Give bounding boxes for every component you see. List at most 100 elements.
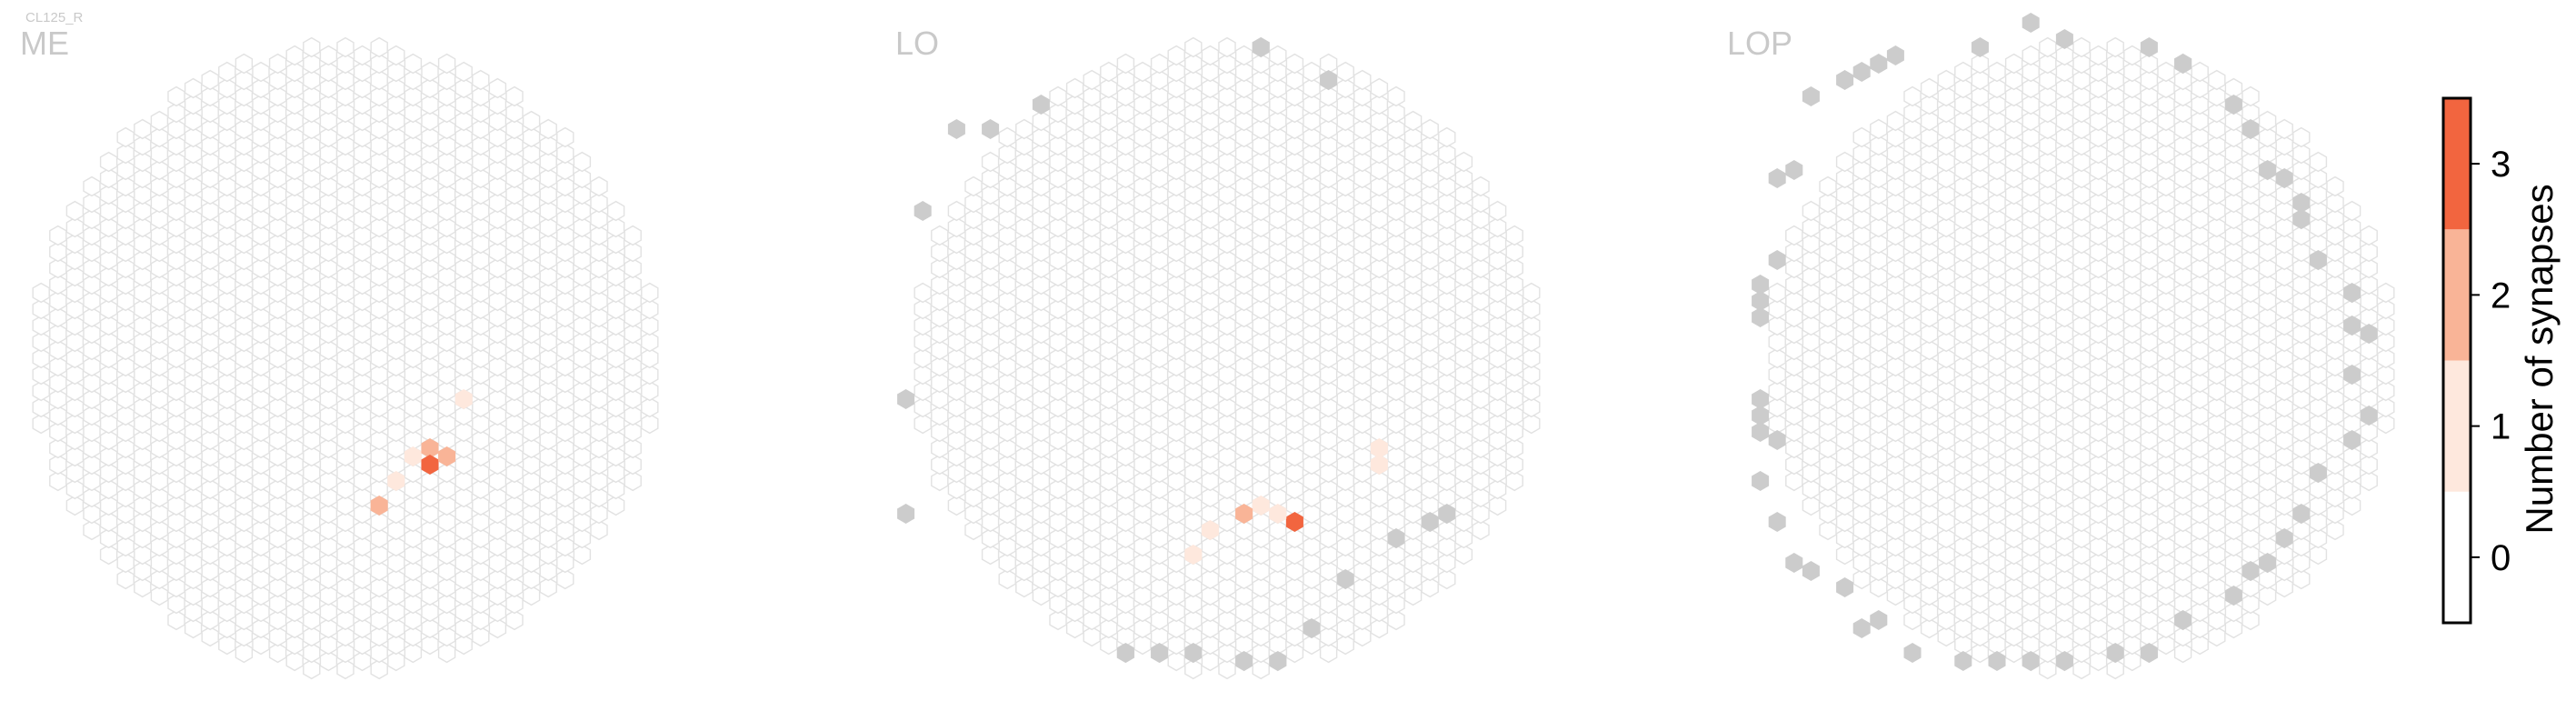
hex-cell: [1454, 544, 1473, 566]
hex-cell: [1802, 200, 1821, 222]
hex-cell: [1472, 175, 1490, 197]
hex-cell: [1438, 126, 1456, 148]
hex-cell-outside: [2309, 250, 2327, 270]
hex-cell: [1234, 45, 1253, 66]
hex-cell: [1488, 495, 1507, 516]
hex-cell: [1505, 437, 1523, 459]
hex-grid-lop: [1752, 13, 2395, 680]
hex-cell-outside: [1768, 430, 1786, 450]
hex-cell: [2242, 609, 2260, 631]
hex-cell: [134, 118, 152, 140]
hex-cell: [1819, 175, 1837, 197]
hex-cell: [2326, 192, 2344, 214]
hex-cell-outside: [1836, 577, 1854, 597]
hex-cell: [2360, 257, 2378, 279]
hex-cell: [1218, 36, 1236, 58]
hex-cell: [1523, 282, 1541, 304]
hex-cell-synapse: [438, 446, 456, 466]
hex-cell-synapse: [421, 455, 439, 475]
hex-cell: [1505, 274, 1523, 295]
hex-cell: [2292, 568, 2311, 590]
hex-cell: [1269, 45, 1287, 66]
hex-cell: [641, 380, 659, 402]
hex-cell: [1201, 45, 1220, 66]
hex-cell-outside: [1184, 643, 1203, 663]
hex-cell: [303, 36, 321, 58]
hex-cell: [1049, 85, 1067, 107]
hex-cell-outside: [947, 119, 965, 139]
hex-cell: [641, 364, 659, 386]
hex-cell: [472, 69, 490, 91]
hex-grid-me: [32, 36, 659, 680]
hex-cell-outside: [1032, 95, 1050, 115]
hex-cell-outside: [1886, 45, 1904, 65]
hex-cell: [2309, 151, 2328, 173]
hex-cell: [2326, 175, 2344, 197]
hex-cell: [1505, 241, 1523, 263]
panel-title-lo: LO: [895, 25, 939, 62]
hex-cell-outside: [1903, 643, 1922, 663]
hex-cell: [1472, 192, 1490, 214]
hex-cell: [2377, 315, 2395, 336]
hex-cell-outside: [1852, 62, 1871, 82]
hex-cell: [1937, 69, 1955, 91]
hex-cell: [1454, 151, 1473, 173]
hex-cell: [1505, 454, 1523, 476]
hex-cell-outside: [1768, 168, 1786, 188]
hex-cell-outside: [1802, 86, 1820, 106]
hex-cell-outside: [2292, 209, 2311, 229]
hex-cell: [2292, 143, 2311, 165]
hex-cell-outside: [1768, 512, 1786, 532]
hex-cell-synapse: [1252, 496, 1270, 516]
hex-cell-outside: [897, 504, 915, 524]
hex-cell: [1523, 396, 1541, 418]
hex-cell: [319, 45, 338, 66]
hex-cell-outside: [2140, 37, 2158, 57]
hex-grid-lo: [897, 36, 1541, 680]
hex-cell: [556, 143, 574, 165]
hex-cell: [556, 568, 574, 590]
hex-cell-outside: [1870, 610, 1888, 630]
hex-cell: [2004, 53, 2023, 75]
hex-cell: [1472, 519, 1490, 541]
hex-cell: [1167, 45, 1185, 66]
colorbar-segment: [2443, 491, 2471, 623]
hex-cell: [505, 609, 524, 631]
hex-cell: [2377, 396, 2395, 418]
hex-cell-outside: [2022, 651, 2040, 671]
hex-cell-outside: [1785, 553, 1803, 573]
hex-cell: [1336, 61, 1354, 83]
hex-cell: [2377, 380, 2395, 402]
hex-cell-outside: [1971, 37, 1989, 57]
hex-cell: [2292, 126, 2311, 148]
hex-cell-outside: [2259, 160, 2277, 180]
hex-cell-outside: [2360, 324, 2378, 344]
hex-cell-outside: [2343, 283, 2361, 303]
hex-cell: [218, 61, 236, 83]
hex-cell: [1083, 69, 1101, 91]
hex-cell: [83, 175, 101, 197]
hex-cell-outside: [1852, 618, 1871, 638]
hex-cell: [2377, 282, 2395, 304]
hex-cell: [116, 126, 135, 148]
colorbar-label: Number of synapses: [2518, 184, 2561, 534]
hex-cell-outside: [1752, 307, 1770, 327]
hex-cell: [2342, 200, 2361, 222]
hex-cell: [2360, 274, 2378, 295]
hex-cell: [2157, 61, 2175, 83]
hex-cell-synapse: [1269, 504, 1287, 524]
hex-cell-outside: [1252, 37, 1270, 57]
hex-cell: [353, 45, 372, 66]
hex-cell: [2072, 36, 2091, 58]
hex-cell: [1438, 143, 1456, 165]
hex-cell: [2208, 69, 2226, 91]
panel-title-me: ME: [20, 25, 69, 62]
hex-cell: [931, 225, 949, 246]
colorbar-ticks: 0 1 2 3: [2471, 145, 2511, 578]
hex-cell: [1954, 61, 1972, 83]
hex-cell: [1488, 200, 1507, 222]
colorbar-segments: [2443, 98, 2471, 623]
hex-cell-outside: [1235, 651, 1253, 671]
hex-cell: [914, 282, 932, 304]
colorbar: 0 1 2 3 Number of synapses: [2441, 96, 2561, 625]
